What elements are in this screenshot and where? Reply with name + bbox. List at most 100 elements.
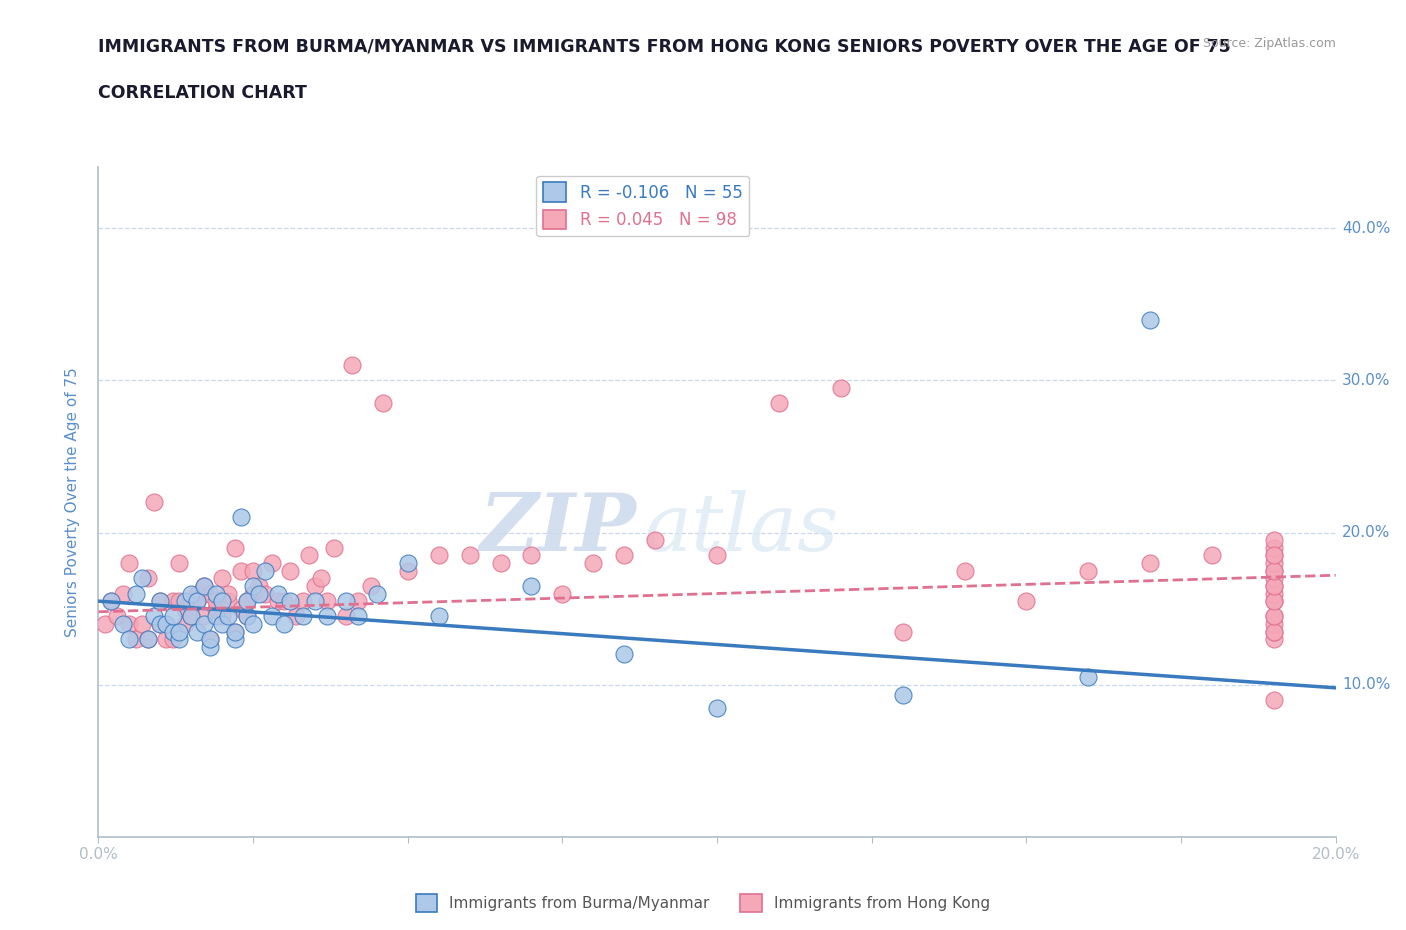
Text: CORRELATION CHART: CORRELATION CHART xyxy=(98,84,308,101)
Point xyxy=(167,631,190,646)
Point xyxy=(149,617,172,631)
Point xyxy=(149,593,172,608)
Point xyxy=(211,571,233,586)
Point xyxy=(186,593,208,608)
Point xyxy=(520,548,543,563)
Point xyxy=(205,593,228,608)
Point xyxy=(1015,593,1038,608)
Point xyxy=(1263,586,1285,601)
Text: IMMIGRANTS FROM BURMA/MYANMAR VS IMMIGRANTS FROM HONG KONG SENIORS POVERTY OVER : IMMIGRANTS FROM BURMA/MYANMAR VS IMMIGRA… xyxy=(98,37,1232,55)
Point xyxy=(304,593,326,608)
Point xyxy=(180,593,202,608)
Point xyxy=(217,586,239,601)
Point xyxy=(1077,564,1099,578)
Point xyxy=(260,555,283,570)
Text: Source: ZipAtlas.com: Source: ZipAtlas.com xyxy=(1202,37,1336,50)
Text: 30.0%: 30.0% xyxy=(1341,373,1391,388)
Point xyxy=(229,602,252,617)
Point xyxy=(613,548,636,563)
Point xyxy=(162,631,184,646)
Point xyxy=(1263,624,1285,639)
Point xyxy=(100,593,122,608)
Point xyxy=(1263,593,1285,608)
Point xyxy=(167,624,190,639)
Point xyxy=(1139,312,1161,327)
Point xyxy=(891,624,914,639)
Point xyxy=(193,617,215,631)
Point xyxy=(211,593,233,608)
Point xyxy=(143,609,166,624)
Point xyxy=(118,631,141,646)
Point xyxy=(1263,533,1285,548)
Point xyxy=(174,593,197,608)
Point xyxy=(360,578,382,593)
Point xyxy=(217,609,239,624)
Point xyxy=(278,564,301,578)
Point xyxy=(131,617,153,631)
Point xyxy=(205,609,228,624)
Point xyxy=(167,555,190,570)
Point xyxy=(236,593,259,608)
Point xyxy=(1263,609,1285,624)
Point xyxy=(224,624,246,639)
Point xyxy=(224,624,246,639)
Text: 20.0%: 20.0% xyxy=(1341,525,1391,540)
Point xyxy=(316,609,339,624)
Point xyxy=(118,555,141,570)
Point xyxy=(136,631,159,646)
Point xyxy=(309,571,332,586)
Point xyxy=(193,578,215,593)
Point xyxy=(180,586,202,601)
Point xyxy=(1263,540,1285,555)
Point xyxy=(644,533,666,548)
Point xyxy=(193,609,215,624)
Legend: Immigrants from Burma/Myanmar, Immigrants from Hong Kong: Immigrants from Burma/Myanmar, Immigrant… xyxy=(409,888,997,918)
Point xyxy=(242,617,264,631)
Point xyxy=(186,586,208,601)
Point xyxy=(211,609,233,624)
Point xyxy=(236,609,259,624)
Point xyxy=(118,617,141,631)
Point xyxy=(124,631,146,646)
Point xyxy=(1263,617,1285,631)
Point xyxy=(706,700,728,715)
Point xyxy=(112,617,135,631)
Point xyxy=(458,548,481,563)
Point xyxy=(198,631,221,646)
Y-axis label: Seniors Poverty Over the Age of 75: Seniors Poverty Over the Age of 75 xyxy=(65,367,80,637)
Point xyxy=(1263,571,1285,586)
Point xyxy=(396,555,419,570)
Point xyxy=(366,586,388,601)
Point xyxy=(1263,564,1285,578)
Point xyxy=(340,358,363,373)
Point xyxy=(316,593,339,608)
Point xyxy=(167,593,190,608)
Point xyxy=(613,647,636,662)
Text: ZIP: ZIP xyxy=(479,490,637,567)
Point xyxy=(180,609,202,624)
Point xyxy=(1263,548,1285,563)
Point xyxy=(260,609,283,624)
Point xyxy=(489,555,512,570)
Point xyxy=(1139,555,1161,570)
Point xyxy=(162,609,184,624)
Point xyxy=(186,624,208,639)
Point xyxy=(93,617,115,631)
Point xyxy=(830,380,852,395)
Point xyxy=(236,609,259,624)
Point xyxy=(273,617,295,631)
Point xyxy=(347,609,370,624)
Point xyxy=(347,593,370,608)
Legend: R = -0.106   N = 55, R = 0.045   N = 98: R = -0.106 N = 55, R = 0.045 N = 98 xyxy=(536,176,749,236)
Point xyxy=(205,586,228,601)
Point xyxy=(242,564,264,578)
Point xyxy=(322,540,344,555)
Point xyxy=(267,593,290,608)
Point xyxy=(174,602,197,617)
Point xyxy=(1263,548,1285,563)
Point xyxy=(891,688,914,703)
Point xyxy=(155,617,177,631)
Point xyxy=(291,609,314,624)
Point xyxy=(105,609,128,624)
Point xyxy=(247,586,270,601)
